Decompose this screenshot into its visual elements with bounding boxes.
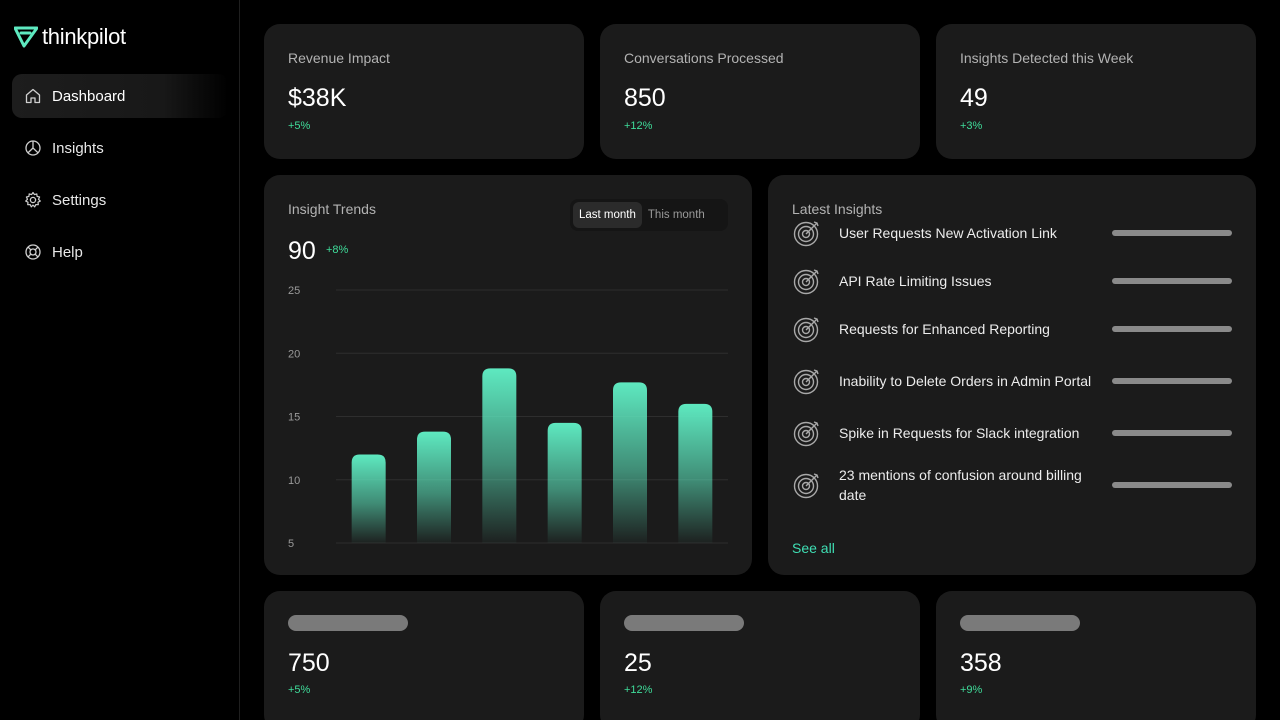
chart-bar[interactable] bbox=[482, 368, 517, 543]
trend-delta: +8% bbox=[326, 244, 349, 256]
stat-value: 750 bbox=[288, 649, 330, 677]
target-icon bbox=[793, 473, 819, 499]
chart-bar[interactable] bbox=[678, 403, 713, 543]
sidebar-nav: Dashboard Insights Settings Help bbox=[12, 74, 228, 282]
insight-text: 23 mentions of confusion around billing … bbox=[839, 467, 1082, 503]
period-toggle: Last month This month bbox=[570, 199, 728, 231]
see-all-link[interactable]: See all bbox=[792, 540, 835, 556]
bottom-stat-card: 750 +5% bbox=[264, 591, 584, 720]
chart-bar[interactable] bbox=[351, 454, 386, 543]
insight-text: Inability to Delete Orders in Admin Port… bbox=[839, 373, 1092, 389]
stat-card-insights-detected: Insights Detected this Week 49 +3% bbox=[936, 24, 1256, 159]
lifebuoy-icon bbox=[24, 243, 42, 261]
brand-name: thinkpilot bbox=[42, 24, 126, 49]
insight-text: User Requests New Activation Link bbox=[839, 225, 1057, 241]
y-tick-label: 20 bbox=[288, 348, 300, 360]
insight-progress-placeholder bbox=[1112, 430, 1232, 436]
insight-trends-card: Insight Trends Last month This month 90 … bbox=[264, 175, 752, 575]
target-icon bbox=[793, 421, 819, 447]
target-icon bbox=[793, 269, 819, 295]
insight-item[interactable]: 23 mentions of confusion around billing … bbox=[792, 467, 1232, 503]
insight-progress-placeholder bbox=[1112, 326, 1232, 332]
sidebar-item-label: Settings bbox=[52, 191, 107, 209]
stat-label: Revenue Impact bbox=[288, 50, 390, 66]
stat-value: $38K bbox=[288, 84, 347, 112]
toggle-last-month[interactable]: Last month bbox=[573, 202, 642, 228]
latest-insights-card: Latest Insights User Requests New Activa… bbox=[768, 175, 1256, 575]
skeleton-label bbox=[288, 615, 408, 631]
sidebar-item-label: Help bbox=[52, 243, 83, 261]
insight-progress-placeholder bbox=[1112, 230, 1232, 236]
stat-label: Insights Detected this Week bbox=[960, 50, 1134, 66]
sidebar-item-insights[interactable]: Insights bbox=[12, 126, 228, 170]
stat-delta: +12% bbox=[624, 684, 653, 696]
chart-bar[interactable] bbox=[417, 431, 451, 543]
pie-chart-icon bbox=[24, 139, 42, 157]
y-tick-label: 25 bbox=[288, 285, 300, 297]
sidebar-item-dashboard[interactable]: Dashboard bbox=[12, 74, 228, 118]
stat-delta: +9% bbox=[960, 684, 983, 696]
stat-delta: +5% bbox=[288, 684, 311, 696]
brand[interactable]: thinkpilot bbox=[14, 24, 126, 50]
insight-item[interactable]: Spike in Requests for Slack integration bbox=[792, 416, 1232, 450]
gear-icon bbox=[24, 191, 42, 209]
y-tick-label: 15 bbox=[288, 412, 300, 424]
stat-value: 25 bbox=[624, 649, 652, 677]
insight-text: Requests for Enhanced Reporting bbox=[839, 321, 1050, 337]
sidebar-item-help[interactable]: Help bbox=[12, 230, 228, 274]
insight-progress-placeholder bbox=[1112, 482, 1232, 488]
y-tick-label: 5 bbox=[288, 538, 294, 550]
insight-progress-placeholder bbox=[1112, 378, 1232, 384]
sidebar-item-label: Dashboard bbox=[52, 87, 126, 105]
trend-value: 90 bbox=[288, 237, 316, 265]
toggle-this-month[interactable]: This month bbox=[647, 209, 705, 221]
target-icon bbox=[793, 317, 819, 343]
sidebar-item-settings[interactable]: Settings bbox=[12, 178, 228, 222]
latest-insights-title: Latest Insights bbox=[792, 201, 883, 217]
insight-text: API Rate Limiting Issues bbox=[839, 273, 992, 289]
stat-card-revenue-impact: Revenue Impact $38K +5% bbox=[264, 24, 584, 159]
chart-title: Insight Trends bbox=[288, 201, 376, 217]
stat-value: 358 bbox=[960, 649, 1002, 677]
home-icon bbox=[24, 87, 42, 105]
sidebar: thinkpilot Dashboard Insights Settings H… bbox=[0, 0, 240, 720]
stat-card-conversations-processed: Conversations Processed 850 +12% bbox=[600, 24, 920, 159]
stat-label: Conversations Processed bbox=[624, 50, 784, 66]
stat-value: 850 bbox=[624, 84, 666, 112]
stat-delta: +12% bbox=[624, 120, 653, 132]
insight-progress-placeholder bbox=[1112, 278, 1232, 284]
bottom-stat-card: 358 +9% bbox=[936, 591, 1256, 720]
target-icon bbox=[793, 369, 819, 395]
y-tick-label: 10 bbox=[288, 475, 300, 487]
insight-trends-chart: 25 20 15 10 5 bbox=[288, 285, 728, 550]
skeleton-label bbox=[624, 615, 744, 631]
sidebar-item-label: Insights bbox=[52, 139, 104, 157]
target-icon bbox=[793, 221, 819, 247]
bottom-stat-card: 25 +12% bbox=[600, 591, 920, 720]
insight-item[interactable]: User Requests New Activation Link bbox=[792, 216, 1232, 250]
chart-bar[interactable] bbox=[613, 382, 647, 543]
stat-delta: +3% bbox=[960, 120, 983, 132]
insight-text: Spike in Requests for Slack integration bbox=[839, 425, 1080, 441]
insight-item[interactable]: Inability to Delete Orders in Admin Port… bbox=[792, 364, 1232, 398]
insight-item[interactable]: API Rate Limiting Issues bbox=[792, 264, 1232, 298]
skeleton-label bbox=[960, 615, 1080, 631]
stat-value: 49 bbox=[960, 84, 988, 112]
chart-bar[interactable] bbox=[547, 422, 582, 543]
thinkpilot-logo-icon bbox=[14, 26, 38, 48]
stat-delta: +5% bbox=[288, 120, 311, 132]
insight-item[interactable]: Requests for Enhanced Reporting bbox=[792, 312, 1232, 346]
